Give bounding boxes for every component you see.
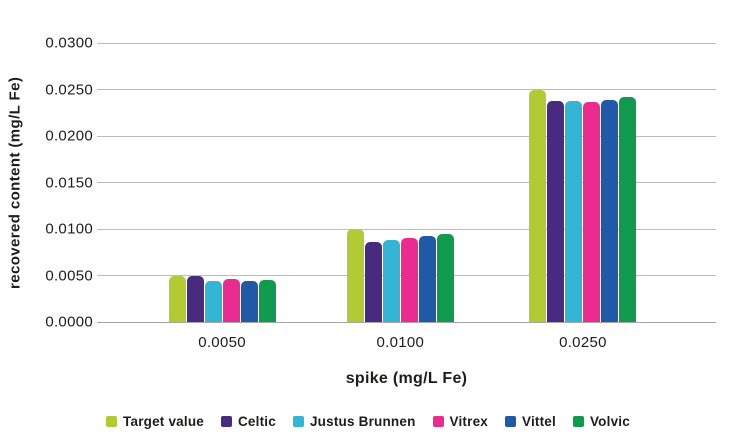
y-tick-label: 0.0150 [45,174,93,191]
gridline [97,42,716,44]
x-tick-label: 0.0250 [559,334,607,351]
gridline [97,89,716,90]
y-tick-label: 0.0000 [45,313,93,331]
legend: Target value Celtic Justus Brunnen Vitrex Vi… [0,414,736,429]
y-tick-label: 0.0300 [45,34,93,52]
legend-label: Volvic [589,414,630,429]
legend-item: Vitrex [432,414,488,429]
bar [364,242,382,322]
bar [346,229,364,322]
gridline [97,228,716,230]
y-tick-label: 0.0200 [45,127,93,145]
bar [204,281,222,322]
bar-group [168,275,276,322]
bar [222,279,240,322]
legend-label: Vitrex [449,414,488,429]
gridline [97,321,716,323]
bar [186,275,204,322]
bar-group [346,229,454,322]
gridline [97,135,716,137]
bar [565,100,583,322]
legend-label: Target value [123,414,204,429]
legend-item: Volvic [572,414,630,429]
y-tick-label: 0.0050 [45,267,93,284]
legend-swatch-icon [572,416,584,427]
y-axis-title: recovered content (mg/L Fe) [6,76,24,289]
legend-label: Vittel [522,414,556,429]
y-tick-label: 0.0100 [45,220,93,238]
legend-item: Vittel [505,414,556,429]
legend-swatch-icon [292,416,304,427]
y-tick-label: 0.0250 [45,81,93,98]
legend-swatch-icon [106,416,118,427]
bar [547,100,565,322]
legend-label: Justus Brunnen [309,414,416,429]
legend-item: Target value [106,414,204,429]
x-tick-label: 0.0050 [198,334,246,351]
x-axis-title: spike (mg/L Fe) [345,370,468,387]
legend-label: Celtic [237,414,276,429]
plot-area [97,42,716,323]
x-tick-label: 0.0100 [376,334,425,351]
bar-group [529,89,637,322]
legend-swatch-icon [432,416,444,427]
legend-item: Celtic [220,414,276,429]
bar [168,275,186,322]
gridline [97,182,716,183]
bar [436,233,454,322]
legend-swatch-icon [220,416,232,427]
bar [583,101,601,322]
bar [382,240,400,322]
bar [258,280,276,322]
legend-item: Justus Brunnen [292,414,416,429]
bar [240,281,258,322]
bar [619,96,637,322]
bar [418,236,436,322]
legend-swatch-icon [505,416,516,427]
bar [529,89,547,322]
bar [400,238,418,322]
bar [601,99,619,322]
